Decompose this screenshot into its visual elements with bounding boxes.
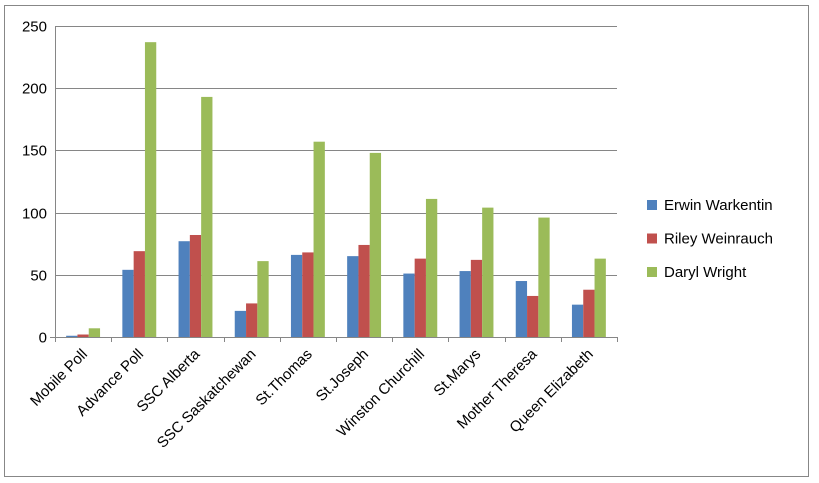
bar [470, 259, 483, 337]
bar [189, 234, 202, 337]
bar [257, 261, 269, 337]
bar [246, 303, 258, 337]
bar [414, 258, 426, 337]
bar [527, 295, 539, 337]
axes [50, 26, 618, 342]
legend-swatch [647, 200, 657, 210]
legend-label: Daryl Wright [664, 264, 747, 281]
y-tick-label: 50 [30, 268, 47, 285]
y-tick-label: 0 [39, 330, 47, 347]
y-tick-label: 150 [22, 143, 47, 160]
y-tick-label: 250 [22, 19, 47, 36]
bar [403, 273, 415, 337]
bar [594, 258, 606, 337]
legend-swatch [647, 233, 657, 244]
legend-label: Erwin Warkentin [664, 197, 773, 214]
bar [583, 289, 595, 337]
bar [77, 334, 89, 337]
bar [358, 244, 370, 337]
y-tick-labels: 0 50 100 150 200 250 [22, 19, 47, 347]
bar [515, 281, 528, 337]
x-tick-label: SSC Saskatchewan [154, 346, 260, 452]
legend-label: Riley Weinrauch [664, 231, 773, 248]
bar [133, 251, 145, 337]
legend: Erwin Warkentin Riley Weinrauch Daryl Wrig… [647, 197, 773, 281]
y-tick-label: 100 [22, 206, 47, 223]
x-tick-label: St.Joseph [313, 346, 372, 405]
bar [88, 328, 101, 337]
y-tick-label: 200 [22, 81, 47, 98]
bar [347, 256, 359, 337]
bar [459, 271, 471, 337]
bar [201, 96, 213, 338]
bar [144, 42, 157, 338]
bar [122, 269, 134, 337]
bar [482, 207, 494, 337]
bar [538, 217, 550, 337]
bar [425, 198, 438, 337]
x-tick-label: St.Marys [430, 346, 484, 400]
gridlines [55, 26, 617, 276]
bar [178, 241, 190, 337]
bar [313, 141, 325, 337]
bars [66, 42, 606, 338]
bar [369, 152, 382, 337]
bar [571, 304, 584, 337]
legend-swatch [647, 267, 657, 277]
bar [234, 310, 247, 337]
bar [302, 252, 314, 337]
bar [290, 254, 303, 337]
bar [66, 335, 78, 337]
chart-frame [4, 5, 809, 477]
x-tick-label: St.Thomas [252, 346, 315, 409]
